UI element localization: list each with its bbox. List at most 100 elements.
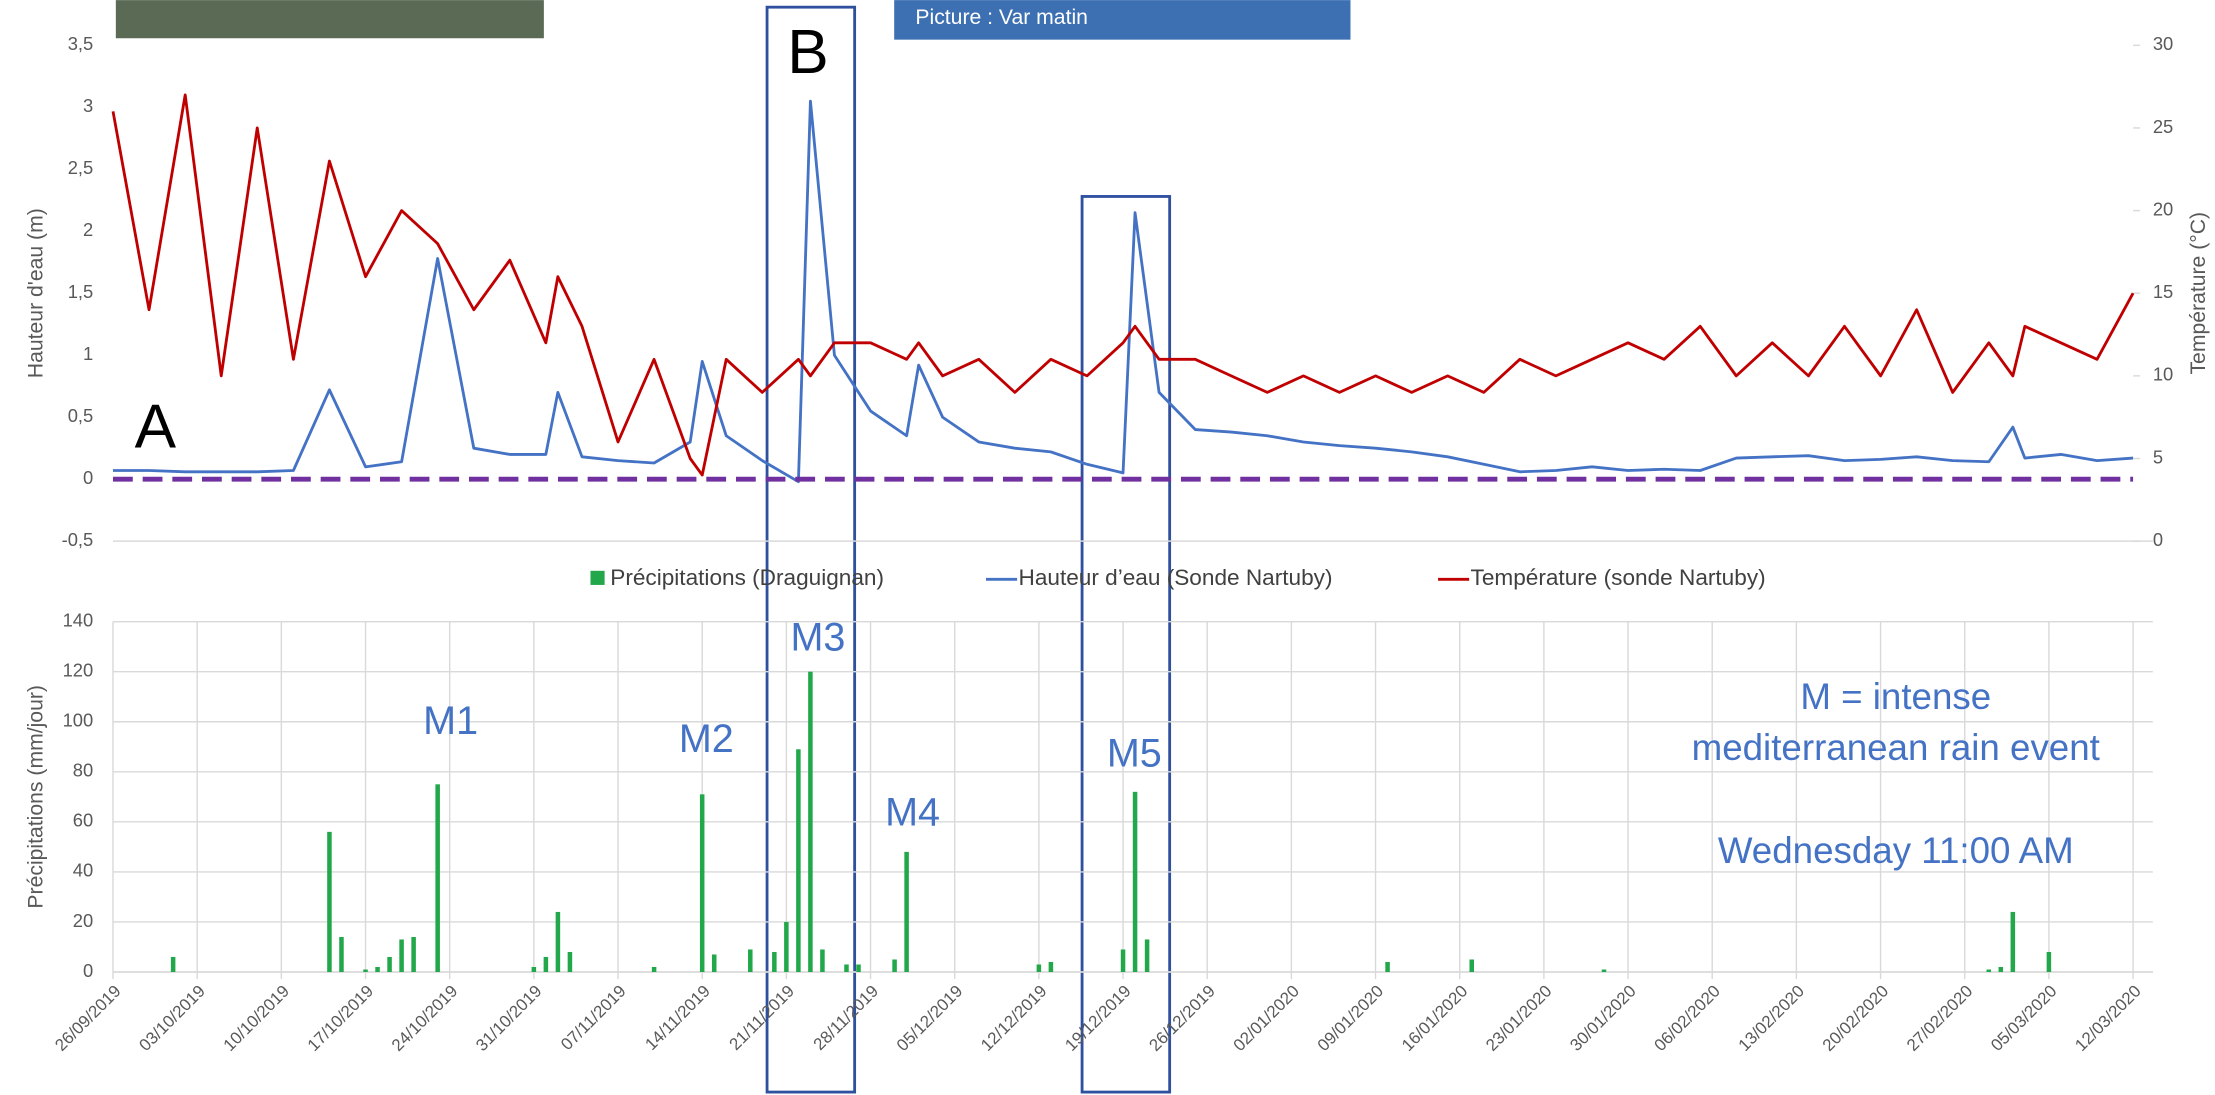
highlight-box bbox=[1082, 196, 1170, 1092]
y-tick-label: 20 bbox=[73, 910, 93, 931]
bar bbox=[796, 749, 801, 972]
x-tick-label: 16/01/2020 bbox=[1398, 982, 1471, 1055]
x-tick-label: 26/12/2019 bbox=[1145, 982, 1218, 1055]
bar bbox=[2011, 912, 2016, 972]
x-tick-label: 28/11/2019 bbox=[810, 982, 882, 1054]
bar bbox=[844, 964, 849, 972]
x-tick-label: 21/11/2019 bbox=[726, 982, 798, 1054]
y-tick-label: 3 bbox=[83, 95, 93, 116]
bar bbox=[1121, 949, 1126, 972]
bar bbox=[171, 957, 176, 972]
annotation: M1 bbox=[423, 699, 478, 743]
x-tick-label: 27/02/2020 bbox=[1903, 982, 1976, 1055]
bar bbox=[712, 954, 717, 972]
y-tick-label: 0,5 bbox=[68, 405, 94, 426]
y2-tick-label: 25 bbox=[2153, 116, 2173, 137]
data-line bbox=[113, 95, 2133, 475]
x-tick-label: 03/10/2019 bbox=[135, 982, 208, 1055]
bar bbox=[1602, 969, 1607, 972]
x-tick-label: 17/10/2019 bbox=[304, 982, 377, 1055]
bar bbox=[1987, 969, 1992, 972]
y-tick-label: 100 bbox=[63, 710, 94, 731]
chart: Picture : Var matin -0,500,511,522,533,5… bbox=[0, 0, 2215, 1095]
x-tick-label: 12/03/2020 bbox=[2071, 982, 2144, 1055]
y2-axis-label: Température (°C) bbox=[2187, 212, 2210, 375]
bar bbox=[1133, 792, 1138, 972]
bar bbox=[435, 784, 440, 972]
bar bbox=[363, 969, 368, 972]
data-line bbox=[113, 101, 2133, 482]
x-tick-label: 07/11/2019 bbox=[557, 982, 629, 1054]
bar bbox=[375, 967, 380, 972]
y2-tick-label: 20 bbox=[2153, 198, 2173, 219]
y-tick-label: 1,5 bbox=[68, 281, 94, 302]
bar bbox=[820, 949, 825, 972]
bar bbox=[808, 672, 813, 972]
annotation: A bbox=[135, 392, 177, 461]
annotation: M = intense bbox=[1800, 676, 1991, 717]
annotation: mediterranean rain event bbox=[1692, 727, 2100, 768]
y2-tick-label: 5 bbox=[2153, 446, 2163, 467]
bar bbox=[399, 939, 404, 972]
bar bbox=[387, 957, 392, 972]
bar bbox=[568, 952, 573, 972]
bar bbox=[784, 922, 789, 972]
bar bbox=[411, 937, 416, 972]
bar bbox=[1469, 959, 1474, 972]
y-tick-label: 3,5 bbox=[68, 33, 94, 54]
legend-swatch bbox=[590, 571, 604, 585]
legend-label: Précipitations (Draguignan) bbox=[610, 565, 884, 590]
x-tick-label: 24/10/2019 bbox=[388, 982, 461, 1055]
photo bbox=[116, 0, 544, 38]
bar bbox=[2047, 952, 2052, 972]
x-tick-label: 05/12/2019 bbox=[893, 982, 966, 1055]
page: {"photo_caption": "Picture : Var matin",… bbox=[0, 0, 2215, 1095]
annotation: B bbox=[787, 18, 828, 87]
y-tick-label: 140 bbox=[63, 610, 94, 631]
bar bbox=[652, 967, 657, 972]
x-tick-label: 02/01/2020 bbox=[1230, 982, 1303, 1055]
bar bbox=[748, 949, 753, 972]
bar bbox=[544, 957, 549, 972]
bar bbox=[1037, 964, 1042, 972]
y-axis-label: Hauteur d'eau (m) bbox=[24, 208, 47, 378]
bar bbox=[904, 852, 909, 972]
y2-tick-label: 10 bbox=[2153, 364, 2173, 385]
y2-tick-label: 30 bbox=[2153, 33, 2173, 54]
x-tick-label: 19/12/2019 bbox=[1061, 982, 1134, 1055]
bar bbox=[772, 952, 777, 972]
x-tick-label: 26/09/2019 bbox=[51, 982, 124, 1055]
bar bbox=[339, 937, 344, 972]
annotation: M4 bbox=[885, 791, 940, 835]
bar bbox=[1385, 962, 1390, 972]
annotation: M5 bbox=[1107, 731, 1162, 775]
x-tick-label: 12/12/2019 bbox=[977, 982, 1050, 1055]
bar bbox=[1049, 962, 1054, 972]
y-tick-label: 80 bbox=[73, 760, 93, 781]
y-tick-label: 1 bbox=[83, 343, 93, 364]
y2-tick-label: 0 bbox=[2153, 529, 2163, 550]
x-tick-label: 31/10/2019 bbox=[472, 982, 545, 1055]
x-tick-label: 10/10/2019 bbox=[220, 982, 293, 1055]
bar bbox=[1999, 967, 2004, 972]
x-tick-label: 20/02/2020 bbox=[1819, 982, 1892, 1055]
y-tick-label: 60 bbox=[73, 810, 93, 831]
y-tick-label: -0,5 bbox=[62, 529, 94, 550]
x-tick-label: 30/01/2020 bbox=[1566, 982, 1639, 1055]
bar bbox=[327, 832, 332, 972]
bar bbox=[700, 794, 705, 972]
bar bbox=[556, 912, 561, 972]
y-tick-label: 0 bbox=[83, 467, 93, 488]
photo-caption: Picture : Var matin bbox=[915, 6, 1088, 29]
x-tick-label: 05/03/2020 bbox=[1987, 982, 2060, 1055]
legend-label: Hauteur d’eau (Sonde Nartuby) bbox=[1019, 565, 1333, 590]
y-tick-label: 120 bbox=[63, 660, 94, 681]
bar bbox=[532, 967, 537, 972]
bar bbox=[892, 959, 897, 972]
legend-label: Température (sonde Nartuby) bbox=[1471, 565, 1766, 590]
y-tick-label: 40 bbox=[73, 860, 93, 881]
x-tick-label: 13/02/2020 bbox=[1735, 982, 1808, 1055]
annotation: Wednesday 11:00 AM bbox=[1718, 830, 2074, 871]
x-tick-label: 09/01/2020 bbox=[1314, 982, 1387, 1055]
y-tick-label: 0 bbox=[83, 960, 93, 981]
